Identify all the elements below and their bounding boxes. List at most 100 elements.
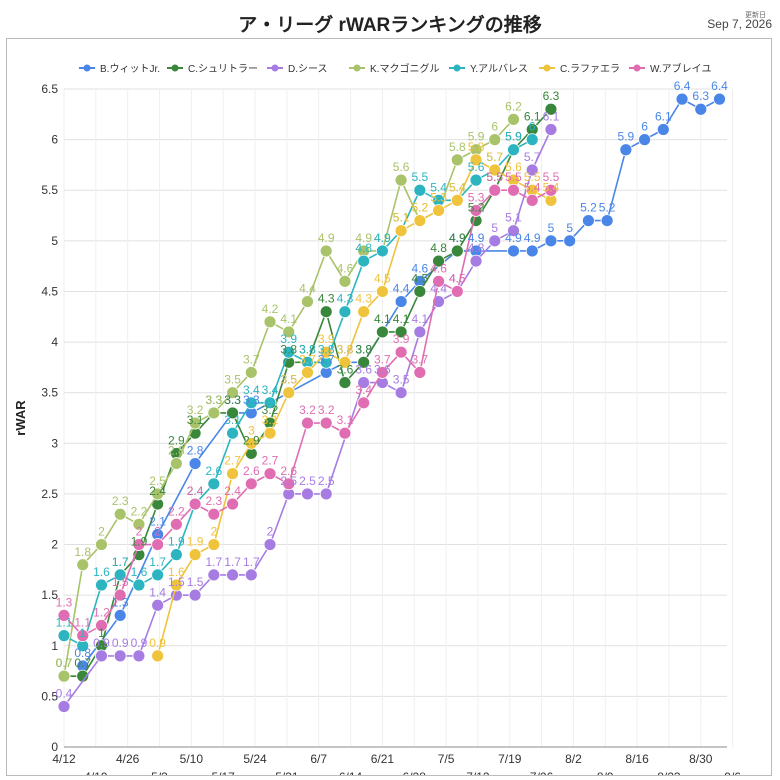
data-point xyxy=(338,426,352,440)
data-point xyxy=(113,609,127,622)
data-label: 5.5 xyxy=(543,170,560,184)
data-point xyxy=(244,568,258,582)
data-label: 1.7 xyxy=(205,555,222,569)
y-tick-label: 2 xyxy=(51,538,58,552)
data-label: 3.8 xyxy=(299,342,316,356)
data-label: 5.3 xyxy=(430,190,447,204)
data-label: 1.3 xyxy=(56,595,73,609)
data-label: 5.1 xyxy=(393,211,410,225)
legend-marker xyxy=(543,64,551,72)
data-label: 4.9 xyxy=(449,231,466,245)
data-label: 1.4 xyxy=(149,585,166,599)
data-point xyxy=(57,700,71,713)
series-group xyxy=(57,123,558,713)
data-point xyxy=(469,173,483,187)
data-point xyxy=(282,386,296,400)
series-layer xyxy=(57,92,726,713)
data-label: 5.1 xyxy=(393,211,410,225)
data-label: 4.6 xyxy=(430,261,447,275)
data-point xyxy=(357,396,371,410)
data-label: 5.4 xyxy=(430,180,447,194)
data-label: 5.8 xyxy=(468,140,485,154)
data-label: 5.5 xyxy=(486,170,503,184)
axis-layer: 0 0.5 1 1.5 2 2.5 3 3.5 4 4.5 5 5.5 6 6.5 4/12 4/19 4/26… xyxy=(13,82,741,775)
data-point xyxy=(226,406,239,420)
data-label: 3.1 xyxy=(187,413,204,427)
data-point xyxy=(525,244,539,258)
legend-marker xyxy=(353,64,361,72)
data-point xyxy=(301,416,314,430)
data-point xyxy=(207,507,221,521)
data-label: 3.5 xyxy=(393,373,410,387)
data-point xyxy=(375,366,389,379)
data-label: 5.1 xyxy=(505,211,522,225)
x-tick-label: 8/9 xyxy=(597,770,614,775)
data-label: 0.7 xyxy=(56,656,73,670)
series-group xyxy=(57,183,558,643)
data-point xyxy=(76,558,90,572)
data-point xyxy=(357,376,371,389)
data-point xyxy=(319,487,333,501)
data-label: 5.5 xyxy=(486,170,503,184)
data-point xyxy=(600,214,614,228)
data-label: 5.7 xyxy=(486,150,503,164)
data-label: 6.3 xyxy=(543,89,560,103)
data-point xyxy=(263,315,277,329)
data-label: 6 xyxy=(491,120,498,134)
y-tick-label: 1 xyxy=(51,639,58,653)
data-label: 1.7 xyxy=(149,555,166,569)
data-point xyxy=(450,153,464,167)
data-point xyxy=(507,183,520,197)
data-label: 2.3 xyxy=(112,494,129,508)
data-point xyxy=(338,376,352,389)
data-point xyxy=(394,386,408,400)
data-label: 2.8 xyxy=(187,444,204,458)
data-point xyxy=(450,244,464,258)
data-point xyxy=(544,123,558,136)
data-label: 1.1 xyxy=(56,616,73,630)
data-point xyxy=(113,507,127,521)
data-point xyxy=(544,102,558,116)
data-point xyxy=(694,102,708,116)
data-point xyxy=(188,497,202,511)
data-label: 3.8 xyxy=(280,342,297,356)
data-label: 3.5 xyxy=(224,373,241,387)
data-point xyxy=(132,517,146,531)
data-point xyxy=(95,578,108,592)
x-tick-label: 7/5 xyxy=(438,752,455,766)
line-chart: 0 0.5 1 1.5 2 2.5 3 3.5 4 4.5 5 5.5 6 6.5 4/12 4/19 4/26… xyxy=(13,62,741,775)
data-point xyxy=(394,295,408,308)
data-point xyxy=(244,396,258,410)
updated-label: 更新日 xyxy=(745,12,766,19)
data-label: 3.7 xyxy=(318,352,335,366)
data-label: 1.3 xyxy=(112,595,129,609)
y-tick-label: 6 xyxy=(51,133,58,147)
data-point xyxy=(469,153,483,167)
x-tick-label: 8/23 xyxy=(657,770,681,775)
data-point xyxy=(507,143,520,157)
x-tick-label: 6/21 xyxy=(371,752,395,766)
data-point xyxy=(507,112,520,126)
data-label: 5.4 xyxy=(524,180,541,194)
data-label: 2 xyxy=(267,525,274,539)
data-label: 3.2 xyxy=(187,403,204,417)
data-label: 5 xyxy=(566,221,573,235)
x-tick-label: 5/3 xyxy=(151,770,168,775)
data-point xyxy=(57,609,71,622)
y-tick-label: 4.5 xyxy=(41,284,58,298)
data-point xyxy=(394,345,408,359)
data-point xyxy=(375,285,389,298)
data-point xyxy=(357,305,371,319)
data-point xyxy=(263,467,277,481)
data-point xyxy=(169,517,183,531)
data-label: 3.8 xyxy=(337,342,354,356)
data-point xyxy=(244,477,258,491)
data-point xyxy=(413,183,427,197)
data-point xyxy=(76,629,90,643)
x-tick-label: 7/19 xyxy=(498,752,522,766)
data-label: 2.7 xyxy=(224,454,241,468)
legend-marker xyxy=(171,64,179,72)
data-label: 5.7 xyxy=(524,150,541,164)
data-label: 0.4 xyxy=(56,687,73,701)
data-label: 3.8 xyxy=(355,342,372,356)
